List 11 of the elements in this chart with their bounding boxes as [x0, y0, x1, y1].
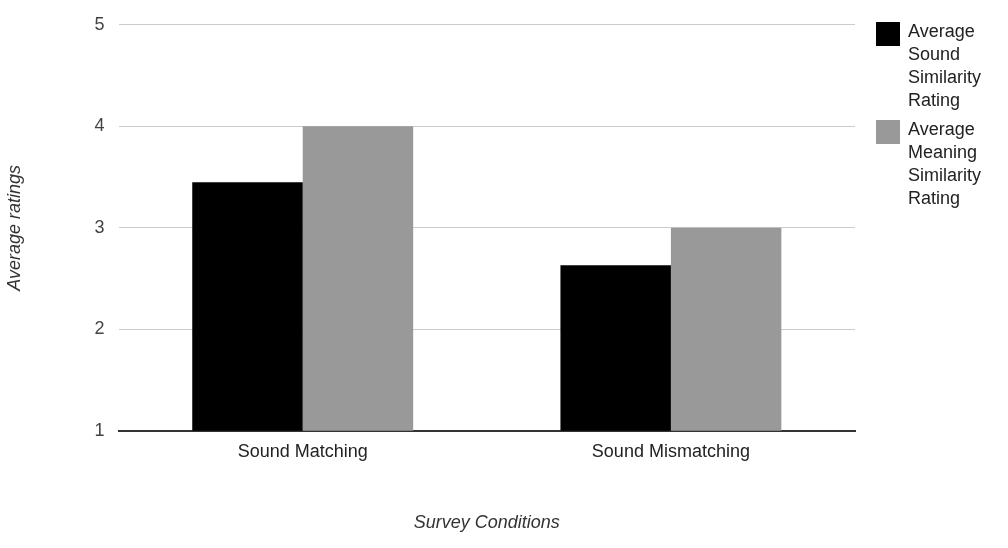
legend-label: Average Meaning Similarity Rating	[908, 118, 982, 210]
y-tick-label: 5	[94, 13, 105, 34]
x-axis-title: Survey Conditions	[413, 512, 560, 533]
y-tick-label: 2	[94, 318, 105, 339]
legend-label: Average Sound Similarity Rating	[908, 20, 982, 112]
x-tick-label: Sound Mismatching	[591, 440, 750, 461]
y-axis-title: Average ratings	[3, 164, 24, 292]
y-tick-label: 1	[94, 419, 105, 440]
y-tick-label: 4	[94, 115, 105, 136]
x-tick-label: Sound Matching	[237, 440, 368, 461]
y-tick-label: 3	[94, 216, 105, 237]
